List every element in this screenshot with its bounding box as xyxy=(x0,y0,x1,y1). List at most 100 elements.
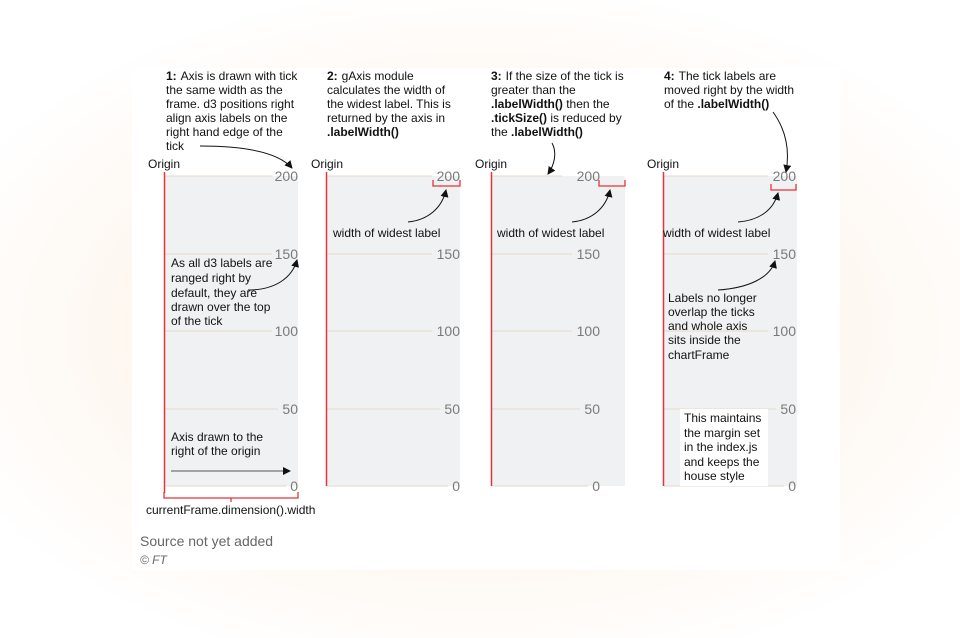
panel-1-tick-labels: 200 150 100 50 0 xyxy=(275,168,299,494)
copyright: © FT xyxy=(140,553,169,567)
panel-1-width-bracket xyxy=(163,492,299,502)
tick-label: 100 xyxy=(437,323,461,339)
panel-1-origin-label: Origin xyxy=(148,157,180,171)
panel-3-arrow xyxy=(571,189,613,223)
tick-label: 100 xyxy=(275,323,299,339)
panel-2-ticks xyxy=(327,175,448,487)
note-line: Labels no longer xyxy=(668,291,757,305)
note-line: the margin set xyxy=(684,426,761,440)
panel-3-desc-line: greater than the xyxy=(491,83,576,97)
note-line: of the tick xyxy=(171,314,223,328)
note-line: As all d3 labels are xyxy=(171,256,273,270)
tick-label: 150 xyxy=(577,246,601,262)
tick-label: 50 xyxy=(282,401,298,417)
panel-4-margin-note-bg xyxy=(680,409,768,486)
tick-label: 100 xyxy=(773,323,797,339)
note-line: default, they are xyxy=(171,286,257,300)
panel-4-arrow xyxy=(737,192,781,223)
panel-1-width-label: currentFrame.dimension().width xyxy=(146,503,315,517)
panel-4-overlap-note: Labels no longer overlap the ticks and w… xyxy=(668,291,760,362)
note-line: sits inside the xyxy=(668,333,741,347)
panel-2-desc-line: gAxis module xyxy=(342,69,414,83)
tick-label: 200 xyxy=(437,168,461,184)
panel-1-desc-line: right hand edge of the xyxy=(166,125,283,139)
panel-3-desc-bold: .tickSize() xyxy=(491,111,547,125)
panel-2-desc-bold: .labelWidth() xyxy=(327,125,399,139)
note-line: drawn over the top xyxy=(171,300,271,314)
panel-3-arrow-top xyxy=(547,142,556,175)
panel-4-arrow-top xyxy=(772,111,792,173)
panel-3-label-width-bracket xyxy=(598,180,626,187)
panel-1-labels-note: As all d3 labels are ranged right by def… xyxy=(171,256,276,328)
panel-3-desc-bold: .labelWidth() xyxy=(511,125,583,139)
note-line: This maintains xyxy=(684,411,761,425)
note-line: in the index.js xyxy=(684,440,757,454)
panel-3-number: 3: xyxy=(491,69,502,83)
panel-3-origin-label: Origin xyxy=(475,157,507,171)
panel-1-arrow-to-label xyxy=(247,259,299,291)
panel-2-label-width-bracket xyxy=(432,180,461,187)
panel-1-desc-line: frame. d3 positions right xyxy=(166,97,295,111)
tick-label: 150 xyxy=(773,246,797,262)
note-line: ranged right by xyxy=(171,271,251,285)
tick-label: 100 xyxy=(577,323,601,339)
panel-4-origin-label: Origin xyxy=(647,157,679,171)
panel-4-desc-bold: .labelWidth() xyxy=(697,97,769,111)
note-line: overlap the ticks xyxy=(668,305,755,319)
panel-3-desc-line: then the xyxy=(563,97,610,111)
panel-4-desc-line: moved right by the width xyxy=(664,83,794,97)
panel-1-number: 1: xyxy=(166,69,177,83)
tick-label: 50 xyxy=(584,401,600,417)
source-note: Source not yet added xyxy=(140,533,273,549)
tick-label: 0 xyxy=(290,478,298,494)
tick-label: 0 xyxy=(788,478,796,494)
panel-1-ticks xyxy=(165,175,286,487)
tick-label: 0 xyxy=(592,478,600,494)
note-line: right of the origin xyxy=(171,444,260,458)
panel-2-desc-line: calculates the width of xyxy=(327,83,446,97)
panel-1-desc-line: Axis is drawn with tick xyxy=(181,69,299,83)
panel-1-desc-line: tick xyxy=(166,139,185,153)
panel-1-axis-note: Axis drawn to the right of the origin xyxy=(171,430,266,458)
panel-1-description: 1: Axis is drawn with tick the same width… xyxy=(166,69,301,153)
panel-3-widest-label: width of widest label xyxy=(496,226,604,240)
panel-1-arrow-to-tick xyxy=(199,145,293,169)
panel-1-desc-line: the same width as the xyxy=(166,83,283,97)
panel-2-description: 2: gAxis module calculates the width of t… xyxy=(327,69,454,139)
note-line: and whole axis xyxy=(668,319,747,333)
tick-label: 200 xyxy=(773,168,797,184)
panel-3-desc-bold: .labelWidth() xyxy=(491,97,563,111)
tick-label: 50 xyxy=(780,401,796,417)
panel-4-number: 4: xyxy=(664,69,675,83)
tick-label: 0 xyxy=(452,478,460,494)
panel-2-origin-label: Origin xyxy=(311,157,343,171)
panel-4-label-width-bracket xyxy=(770,184,797,191)
panel-4-desc-line: of the xyxy=(664,97,697,111)
note-line: house style xyxy=(684,469,745,483)
panel-3-ticks xyxy=(492,175,588,487)
note-line: and keeps the xyxy=(684,455,760,469)
tick-label: 150 xyxy=(437,246,461,262)
panel-2-desc-line: returned by the axis in xyxy=(327,111,445,125)
panel-4-widest-label: width of widest label xyxy=(662,226,770,240)
panel-4-description: 4: The tick labels are moved right by the… xyxy=(664,69,797,111)
panel-4-desc-line: The tick labels are xyxy=(679,69,777,83)
panel-3-desc-line: the xyxy=(491,125,511,139)
panel-2-widest-label: width of widest label xyxy=(332,226,440,240)
panel-3-tick-labels: 200 150 100 50 0 xyxy=(577,168,601,494)
panel-1-desc-line: align axis labels on the xyxy=(166,111,288,125)
panel-3-description: 3: If the size of the tick is greater tha… xyxy=(491,69,627,139)
tick-label: 200 xyxy=(275,168,299,184)
panel-2-desc-line: the widest label. This is xyxy=(327,97,451,111)
note-line: chartFrame xyxy=(668,348,730,362)
note-line: Axis drawn to the xyxy=(171,430,263,444)
tick-label: 50 xyxy=(444,401,460,417)
panel-2-arrow xyxy=(407,189,449,223)
panel-2-number: 2: xyxy=(327,69,338,83)
tick-label: 200 xyxy=(577,168,601,184)
panel-4-arrow-overlap xyxy=(717,260,777,291)
panel-3-desc-line: is reduced by xyxy=(547,111,622,125)
tick-label: 150 xyxy=(275,246,299,262)
panel-2-tick-labels: 200 150 100 50 0 xyxy=(437,168,461,494)
